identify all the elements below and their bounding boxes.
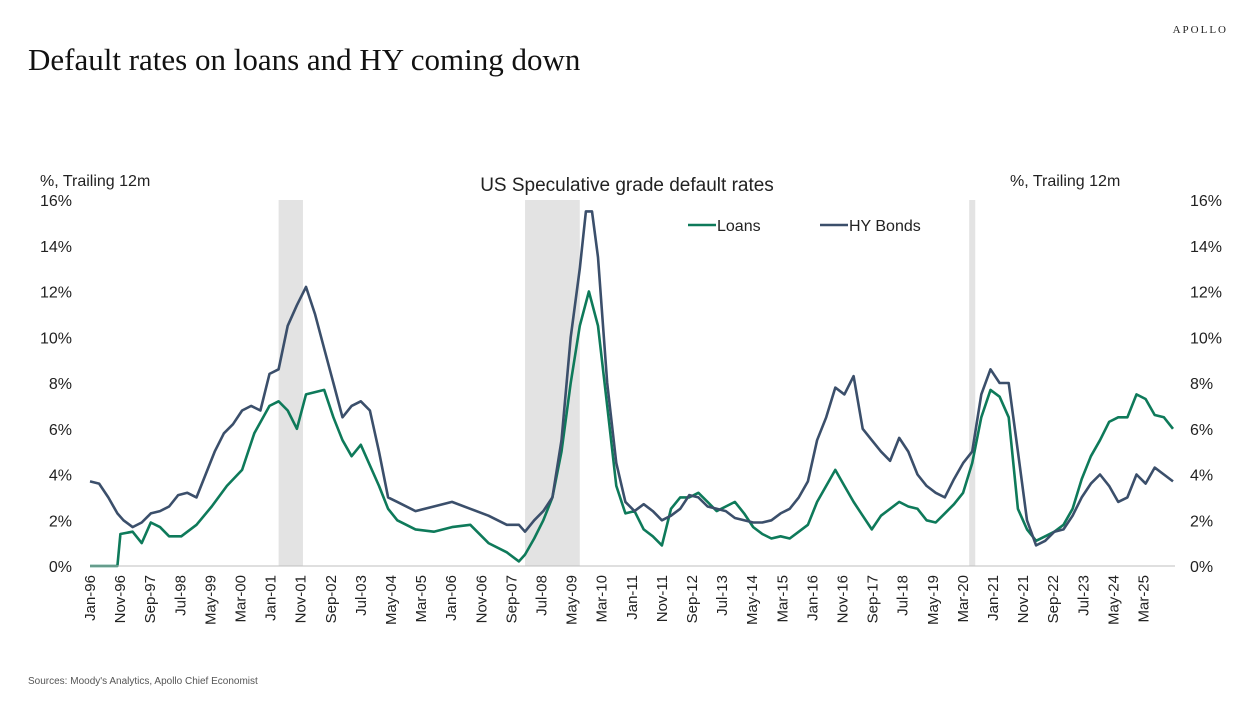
y-tick-left: 12% xyxy=(40,285,72,302)
y-tick-right: 2% xyxy=(1190,513,1213,530)
source-note: Sources: Moody's Analytics, Apollo Chief… xyxy=(28,676,258,687)
legend-label: Loans xyxy=(717,218,761,235)
y-tick-left: 10% xyxy=(40,330,72,347)
legend: Loans HY Bonds xyxy=(688,218,921,235)
x-tick-label: Jul-18 xyxy=(895,575,912,616)
x-tick-label: May-14 xyxy=(744,575,761,625)
x-tick-label: Jul-13 xyxy=(714,575,731,616)
x-tick-label: Jul-08 xyxy=(534,575,551,616)
y-tick-right: 0% xyxy=(1190,559,1213,576)
x-tick-label: Mar-10 xyxy=(594,575,611,623)
x-tick-label: Jan-01 xyxy=(263,575,280,621)
x-tick-label: May-19 xyxy=(925,575,942,625)
y-axis-label-left: %, Trailing 12m xyxy=(40,173,150,190)
x-tick-label: Sep-02 xyxy=(323,575,340,623)
x-tick-label: Jul-03 xyxy=(353,575,370,616)
x-tick-label: Jan-16 xyxy=(804,575,821,621)
x-tick-label: Sep-22 xyxy=(1045,575,1062,623)
x-tick-label: Sep-12 xyxy=(684,575,701,623)
x-tick-label: Sep-07 xyxy=(503,575,520,623)
x-tick-label: Sep-97 xyxy=(142,575,159,623)
y-tick-left: 16% xyxy=(40,193,72,210)
x-tick-label: Nov-06 xyxy=(473,575,490,623)
y-tick-right: 10% xyxy=(1190,330,1222,347)
x-tick-label: May-09 xyxy=(564,575,581,625)
x-tick-label: Jan-96 xyxy=(82,575,99,621)
x-tick-label: Nov-16 xyxy=(835,575,852,623)
x-tick-label: Mar-15 xyxy=(774,575,791,623)
x-tick-label: Nov-11 xyxy=(654,575,671,622)
y-tick-left: 6% xyxy=(49,422,72,439)
x-tick-label: Jul-98 xyxy=(172,575,189,616)
y-tick-left: 0% xyxy=(49,559,72,576)
y-tick-left: 8% xyxy=(49,376,72,393)
x-tick-label: Mar-20 xyxy=(955,575,972,623)
x-tick-label: Mar-00 xyxy=(233,575,250,623)
x-tick-label: Jan-11 xyxy=(624,575,641,620)
y-tick-right: 8% xyxy=(1190,376,1213,393)
chart-title: US Speculative grade default rates xyxy=(480,175,774,196)
recession-band-0 xyxy=(278,200,303,566)
x-tick-label: Nov-01 xyxy=(293,575,310,623)
recession-band-2 xyxy=(969,200,976,566)
y-tick-right: 14% xyxy=(1190,239,1222,256)
series-lines xyxy=(89,210,1175,568)
y-tick-right: 6% xyxy=(1190,422,1213,439)
y-ticks: 0% 0% 2% 2% 4% 4% 6% 6% 8% 8% 10% 10% 12% 12% 14% 14% 16… xyxy=(40,193,1222,576)
x-tick-label: May-24 xyxy=(1105,575,1122,625)
recession-shading xyxy=(278,200,976,566)
x-tick-label: May-99 xyxy=(202,575,219,625)
x-tick-label: Nov-96 xyxy=(112,575,129,623)
series-line-loans xyxy=(90,290,1175,568)
x-ticks: Jan-96 Nov-96 Sep-97 Jul-98 May-99 Mar-00 Jan-… xyxy=(82,575,1153,625)
y-axis-label-right: %, Trailing 12m xyxy=(1010,173,1120,190)
x-tick-label: Jul-23 xyxy=(1075,575,1092,616)
y-tick-left: 4% xyxy=(49,468,72,485)
x-tick-label: Mar-25 xyxy=(1136,575,1153,623)
y-tick-right: 4% xyxy=(1190,468,1213,485)
y-tick-right: 16% xyxy=(1190,193,1222,210)
y-tick-left: 14% xyxy=(40,239,72,256)
x-tick-label: Sep-17 xyxy=(865,575,882,623)
x-tick-label: May-04 xyxy=(383,575,400,625)
x-tick-label: Jan-06 xyxy=(443,575,460,621)
brand-logo: APOLLO xyxy=(1172,24,1228,36)
x-tick-label: Nov-21 xyxy=(1015,575,1032,623)
page-title: Default rates on loans and HY coming dow… xyxy=(28,42,581,77)
x-tick-label: Mar-05 xyxy=(413,575,430,623)
legend-label: HY Bonds xyxy=(849,218,921,235)
y-tick-right: 12% xyxy=(1190,285,1222,302)
series-line-hy-bonds xyxy=(89,210,1174,547)
x-tick-label: Jan-21 xyxy=(985,575,1002,621)
y-tick-left: 2% xyxy=(49,513,72,530)
